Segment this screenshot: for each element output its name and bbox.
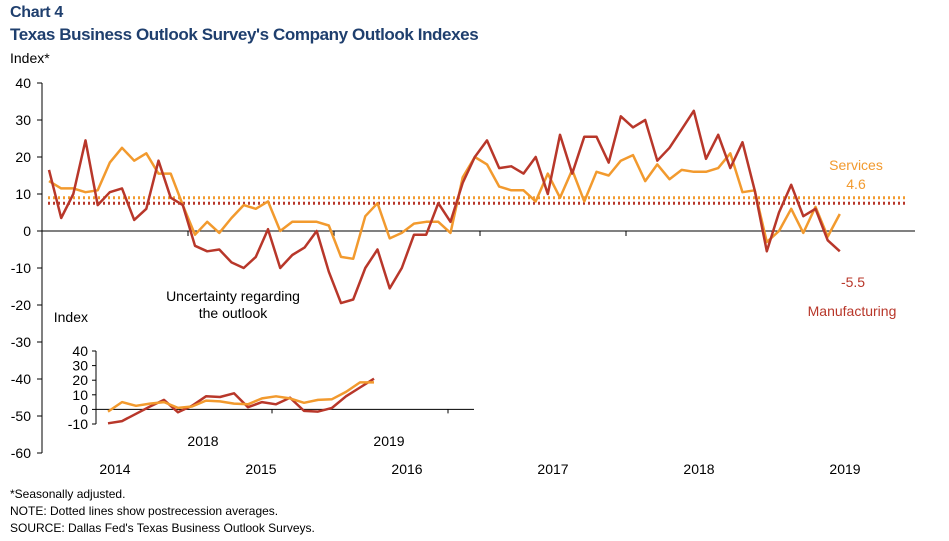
average-lines [48, 196, 908, 205]
uncertainty-annotation-line1: Uncertainty regarding [166, 288, 300, 304]
chart-title: Texas Business Outlook Survey's Company … [10, 25, 479, 44]
x-tick-label: 2014 [99, 461, 130, 477]
manufacturing-series-label: Manufacturing [808, 303, 897, 319]
series-labels: Uncertainty regarding the outlook Servic… [166, 157, 896, 321]
y-tick-label: -40 [11, 371, 31, 387]
x-tick-label: 2016 [391, 461, 422, 477]
x-tick-label: 2018 [683, 461, 714, 477]
average-note: NOTE: Dotted lines show postrecession av… [10, 504, 279, 518]
services-series-label: Services [829, 157, 883, 173]
y-tick-label: -60 [11, 445, 31, 461]
x-tick-label: 2019 [829, 461, 860, 477]
y-tick-label: 40 [15, 75, 31, 91]
services-last-value-label: 4.6 [846, 176, 866, 192]
source-note: SOURCE: Dallas Fed's Texas Business Outl… [10, 521, 315, 535]
inset-y-tick-label: 0 [80, 401, 88, 417]
y-tick-label: -10 [11, 260, 31, 276]
inset-y-label: Index [54, 309, 88, 325]
inset-y-tick-label: 40 [72, 343, 88, 359]
y-tick-label: -50 [11, 408, 31, 424]
y-tick-label: 20 [15, 149, 31, 165]
y-tick-label: 30 [15, 112, 31, 128]
inset-manufacturing-line [107, 377, 375, 425]
chart-number-label: Chart 4 [10, 4, 64, 21]
manufacturing-line [47, 109, 841, 305]
y-tick-label: 10 [15, 186, 31, 202]
chart-notes: *Seasonally adjusted. NOTE: Dotted lines… [10, 486, 315, 537]
inset-x-tick-label: 2018 [187, 433, 218, 449]
manufacturing-last-value-label: -5.5 [841, 274, 865, 290]
x-tick-label: 2017 [537, 461, 568, 477]
seasonal-note: *Seasonally adjusted. [10, 487, 126, 501]
uncertainty-annotation-line2: the outlook [199, 305, 268, 321]
inset-x-tick-label: 2019 [373, 433, 404, 449]
y-tick-label: -20 [11, 297, 31, 313]
inset-y-tick-label: -10 [68, 416, 88, 432]
y-axis-label: Index* [10, 50, 50, 66]
inset-y-tick-label: 20 [72, 372, 88, 388]
inset-y-tick-label: 30 [72, 358, 88, 374]
inset-services-line [107, 381, 374, 413]
y-tick-label: 0 [23, 223, 31, 239]
y-tick-label: -30 [11, 334, 31, 350]
inset-y-tick-label: 10 [72, 387, 88, 403]
x-tick-label: 2015 [245, 461, 276, 477]
services-line [48, 146, 841, 261]
main-series [47, 109, 841, 305]
